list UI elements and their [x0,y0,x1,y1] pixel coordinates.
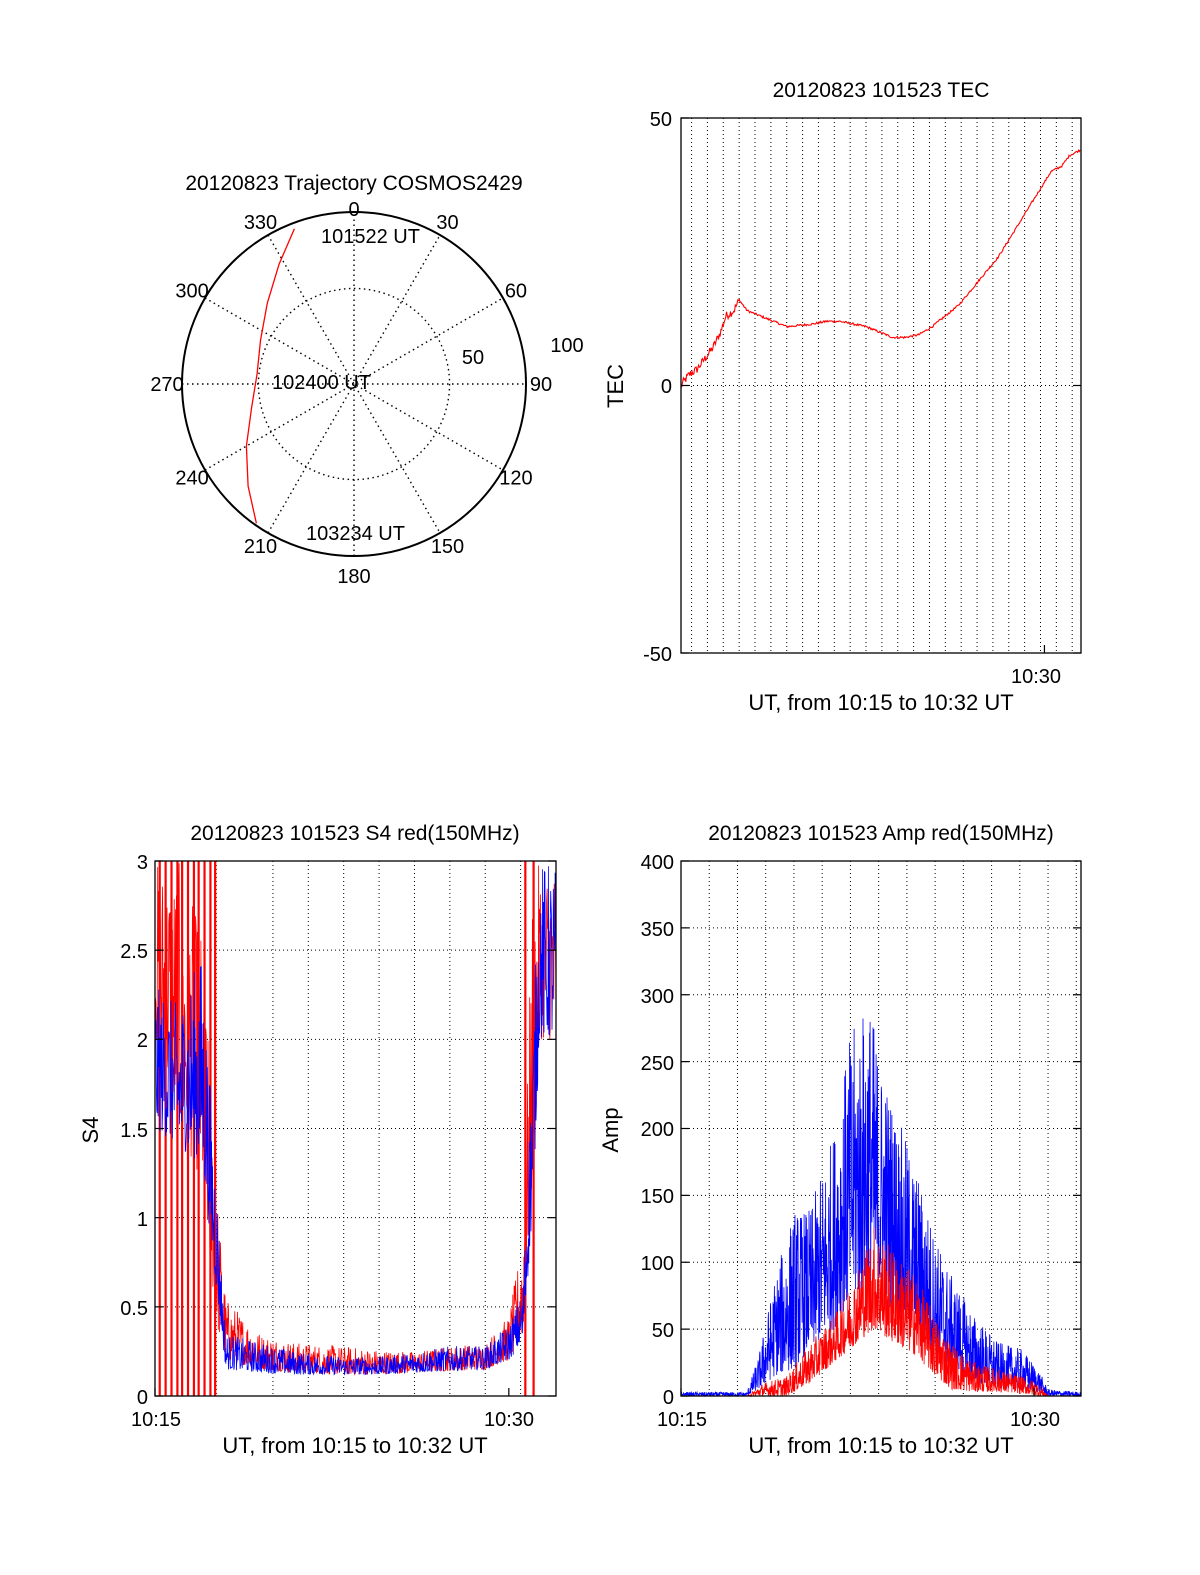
amp-blue-line [680,1018,1082,1398]
polar-annotation-end: 103234 UT [306,523,405,545]
amp-ytick-400: 400 [641,852,674,874]
tec-ticks [681,117,1081,654]
polar-title: 20120823 Trajectory COSMOS2429 [185,172,522,195]
polar-radial-label-100: 100 [550,335,583,357]
s4-xtick-1030: 10:30 [484,1409,534,1431]
polar-angle-label-270: 270 [150,374,183,396]
polar-angle-labels: 0 30 60 90 120 150 180 210 240 270 300 330 [150,199,552,588]
amp-ytick-50: 50 [652,1320,674,1342]
amp-ytick-0: 0 [663,1387,674,1409]
s4-title: 20120823 101523 S4 red(150MHz) [190,822,519,845]
tec-grid [681,118,1081,653]
polar-angle-label-180: 180 [337,566,370,588]
amp-ytick-350: 350 [641,919,674,941]
s4-ticks [154,860,556,1397]
tec-line [680,148,1081,388]
polar-angle-label-0: 0 [348,199,359,221]
amp-ytick-100: 100 [641,1253,674,1275]
tec-series-red [680,148,1081,388]
tec-ytick-0: 0 [661,376,672,398]
polar-annotation-mid: 102400 UT [272,372,371,394]
s4-ytick-0: 0 [137,1387,148,1409]
polar-grid-circle-50 [257,287,451,481]
tec-ytick-50: 50 [650,109,672,131]
polar-angle-label-300: 300 [175,281,208,303]
amp-ylabel: Amp [598,1107,623,1152]
s4-panel: 20120823 101523 S4 red(150MHz) 0 0.5 1 1… [78,822,557,1458]
tec-xlabel: UT, from 10:15 to 10:32 UT [748,690,1013,715]
s4-series-blue [154,866,557,1376]
tec-xtick-1030: 10:30 [1011,666,1061,688]
polar-angle-label-210: 210 [244,536,277,558]
polar-angle-label-150: 150 [431,536,464,558]
amp-xtick-1015: 10:15 [657,1409,707,1431]
s4-ytick-2: 2 [137,1030,148,1052]
polar-trajectory-line [245,228,295,524]
s4-ylabel: S4 [78,1117,103,1144]
polar-trajectory-path [245,228,295,524]
polar-angle-label-330: 330 [244,212,277,234]
amp-title: 20120823 101523 Amp red(150MHz) [708,822,1054,845]
amp-ytick-150: 150 [641,1186,674,1208]
amp-panel: 20120823 101523 Amp red(150MHz) 0 50 100… [598,822,1082,1458]
tec-ylabel: TEC [603,364,628,408]
s4-blue-line [154,866,557,1376]
polar-angle-label-240: 240 [175,468,208,490]
s4-ytick-25: 2.5 [120,941,148,963]
s4-ytick-1: 1 [137,1209,148,1231]
s4-ytick-3: 3 [137,852,148,874]
amp-ticks [680,860,1081,1397]
tec-ytick-neg50: -50 [643,644,672,666]
amp-ytick-200: 200 [641,1119,674,1141]
amp-xtick-1030: 10:30 [1010,1409,1060,1431]
amp-xlabel: UT, from 10:15 to 10:32 UT [748,1433,1013,1458]
s4-ytick-05: 0.5 [120,1298,148,1320]
polar-annotation-start: 101522 UT [321,226,420,248]
polar-panel: 20120823 Trajectory COSMOS2429 0 30 60 90 12… [150,172,583,588]
tec-panel: 20120823 101523 TEC 50 0 -50 10:30 UT, f… [603,79,1082,715]
polar-angle-label-90: 90 [530,374,552,396]
polar-angle-label-120: 120 [499,468,532,490]
s4-xlabel: UT, from 10:15 to 10:32 UT [222,1433,487,1458]
s4-ytick-15: 1.5 [120,1120,148,1142]
polar-angle-label-30: 30 [436,212,458,234]
amp-series-blue [680,1018,1082,1398]
polar-angle-label-60: 60 [505,281,527,303]
amp-ytick-300: 300 [641,986,674,1008]
s4-grid [155,861,557,1396]
polar-radial-label-50: 50 [462,347,484,369]
amp-ytick-250: 250 [641,1053,674,1075]
polar-horizon-circle [181,211,527,557]
polar-grid [182,212,526,556]
tec-title: 20120823 101523 TEC [773,79,990,102]
s4-xtick-1015: 10:15 [131,1409,181,1431]
